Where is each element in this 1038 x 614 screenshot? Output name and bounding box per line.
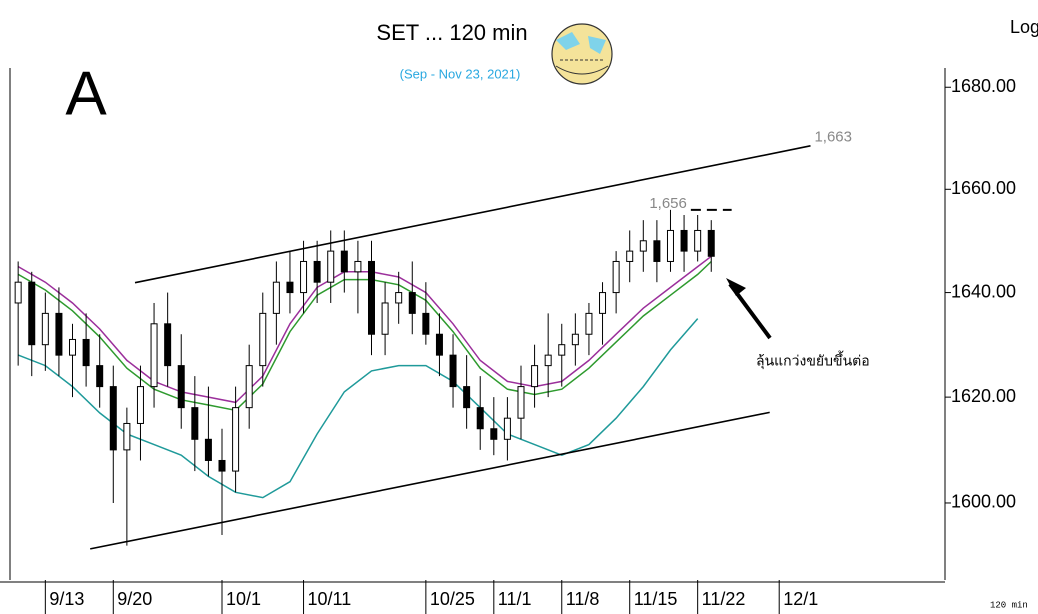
candle-body — [408, 292, 416, 314]
candle-body — [286, 281, 294, 294]
panel-label: A — [65, 59, 107, 128]
x-tick-label: 12/1 — [783, 589, 818, 609]
candle-body — [571, 333, 579, 346]
candle-body — [340, 250, 348, 273]
x-tick-label: 11/1 — [498, 589, 532, 609]
candle-body — [558, 344, 566, 356]
y-tick-label: 1640.00 — [951, 281, 1016, 301]
candle-body — [177, 365, 185, 409]
candle-body — [517, 386, 525, 419]
candle-body — [123, 422, 131, 451]
x-tick-label: 10/11 — [308, 589, 352, 609]
chart-subtitle: (Sep - Nov 23, 2021) — [400, 66, 521, 81]
candle-body — [204, 438, 212, 461]
y-tick-label: 1620.00 — [951, 386, 1016, 406]
candle-body — [41, 312, 49, 346]
candle-body — [300, 260, 308, 294]
candle-body — [109, 386, 117, 451]
candle-body — [694, 229, 702, 252]
trendline — [134, 145, 811, 284]
candle-body — [354, 260, 362, 273]
candle-body — [327, 250, 335, 283]
candle-body — [476, 407, 484, 430]
candle-body — [680, 229, 688, 252]
globe-icon — [551, 23, 613, 85]
candle-body — [259, 312, 267, 367]
x-tick-label: 11/22 — [702, 589, 746, 609]
candle-body — [381, 302, 389, 335]
candle-body — [463, 386, 471, 409]
x-tick-label: 10/1 — [226, 589, 261, 609]
chart-title: SET ... 120 min — [376, 20, 527, 45]
candle-body — [707, 229, 715, 257]
candle-body — [313, 260, 321, 283]
candle-body — [69, 338, 77, 356]
interval-label: 120 min — [990, 600, 1028, 610]
candle-body — [367, 260, 375, 335]
candle-body — [639, 240, 647, 252]
candle-body — [585, 312, 593, 335]
candle-body — [490, 428, 498, 440]
trendline — [90, 411, 770, 550]
y-tick-label: 1600.00 — [951, 492, 1016, 512]
moving-average-line — [17, 318, 699, 499]
x-tick-label: 11/8 — [566, 589, 600, 609]
resistance-label: 1,656 — [649, 195, 687, 212]
arrow — [726, 278, 772, 340]
candle-body — [245, 365, 253, 409]
candle-body — [395, 292, 403, 304]
candle-body — [191, 407, 199, 440]
candle-body — [82, 338, 90, 367]
scale-label: Log — [1010, 17, 1038, 37]
trendline-label: 1,663 — [814, 129, 852, 146]
x-tick-label: 11/15 — [634, 589, 678, 609]
candle-body — [666, 229, 674, 262]
candle-body — [599, 292, 607, 314]
candle-body — [232, 407, 240, 472]
x-tick-label: 10/25 — [430, 589, 475, 609]
x-tick-label: 9/20 — [117, 589, 152, 609]
candle-body — [653, 240, 661, 262]
candle-body — [150, 323, 158, 388]
y-tick-label: 1680.00 — [951, 76, 1016, 96]
candle-body — [55, 312, 63, 356]
candle-body — [164, 323, 172, 367]
candle-body — [218, 459, 226, 472]
candle-body — [435, 333, 443, 356]
candle-body — [449, 354, 457, 388]
candle-body — [612, 260, 620, 294]
y-tick-label: 1660.00 — [951, 178, 1016, 198]
candle-body — [544, 354, 552, 367]
candle-body — [136, 386, 144, 424]
annotation-text: ลุ้นแกว่งขยับขึ้นต่อ — [756, 351, 870, 370]
candle-body — [422, 312, 430, 335]
candle-body — [272, 281, 280, 314]
candle-body — [96, 365, 104, 388]
candle-body — [531, 365, 539, 388]
candle-body — [14, 281, 22, 304]
candle-body — [626, 250, 634, 262]
candle-body — [28, 281, 36, 346]
candle-body — [503, 417, 511, 440]
x-tick-label: 9/13 — [49, 589, 84, 609]
